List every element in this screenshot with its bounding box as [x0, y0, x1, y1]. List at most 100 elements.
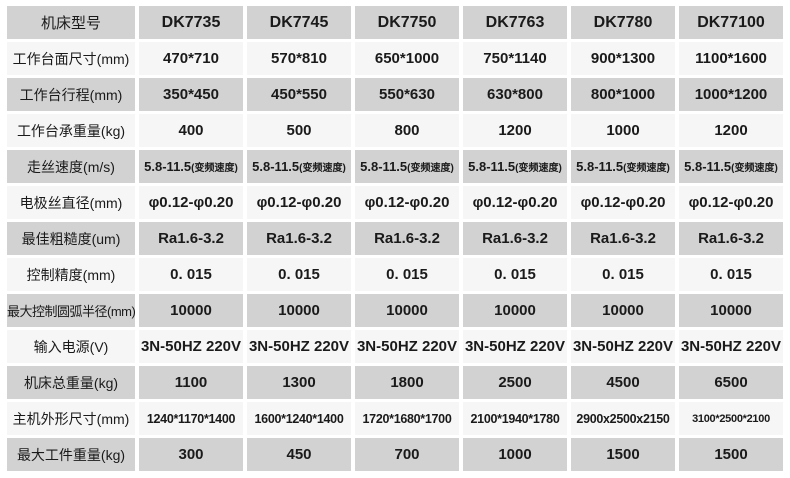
speed-value: 5.8-11.5: [576, 159, 624, 174]
spec-value: φ0.12-φ0.20: [247, 186, 351, 219]
spec-value: 1720*1680*1700: [355, 402, 459, 435]
speed-note: (变频速度): [731, 163, 778, 174]
spec-value: 350*450: [139, 78, 243, 111]
speed-value: 5.8-11.5: [468, 159, 516, 174]
speed-value: 5.8-11.5: [360, 159, 408, 174]
table-row-input-power: 输入电源(V) 3N-50HZ 220V 3N-50HZ 220V 3N-50H…: [7, 330, 783, 363]
spec-value: 800*1000: [571, 78, 675, 111]
spec-value: Ra1.6-3.2: [463, 222, 567, 255]
spec-value: 5.8-11.5(变频速度): [139, 150, 243, 183]
spec-value: 10000: [139, 294, 243, 327]
row-label: 输入电源(V): [7, 330, 135, 363]
spec-value: 700: [355, 438, 459, 471]
table-row-worktable-load: 工作台承重量(kg) 400 500 800 1200 1000 1200: [7, 114, 783, 147]
spec-value: 450: [247, 438, 351, 471]
table-row-machine-dimensions: 主机外形尺寸(mm) 1240*1170*1400 1600*1240*1400…: [7, 402, 783, 435]
speed-value: 5.8-11.5: [144, 159, 192, 174]
spec-value: 470*710: [139, 42, 243, 75]
spec-value: 0. 015: [139, 258, 243, 291]
spec-value: 4500: [571, 366, 675, 399]
spec-value: 1200: [679, 114, 783, 147]
model-label-cell: 机床型号: [7, 6, 135, 39]
spec-value: 0. 015: [571, 258, 675, 291]
spec-value: 570*810: [247, 42, 351, 75]
spec-value: 10000: [355, 294, 459, 327]
spec-value: φ0.12-φ0.20: [571, 186, 675, 219]
spec-value: 1240*1170*1400: [139, 402, 243, 435]
model-header: DK7750: [355, 6, 459, 39]
spec-value: 0. 015: [463, 258, 567, 291]
model-header: DK7780: [571, 6, 675, 39]
row-label: 最大控制圆弧半径(mm): [7, 294, 135, 327]
row-label: 主机外形尺寸(mm): [7, 402, 135, 435]
spec-value: 400: [139, 114, 243, 147]
table-row-max-arc-radius: 最大控制圆弧半径(mm) 10000 10000 10000 10000 100…: [7, 294, 783, 327]
spec-value: 3N-50HZ 220V: [679, 330, 783, 363]
row-label: 机床总重量(kg): [7, 366, 135, 399]
spec-value: 5.8-11.5(变频速度): [355, 150, 459, 183]
spec-value: 0. 015: [355, 258, 459, 291]
spec-value: 900*1300: [571, 42, 675, 75]
spec-value: 630*800: [463, 78, 567, 111]
table-row-wire-diameter: 电极丝直径(mm) φ0.12-φ0.20 φ0.12-φ0.20 φ0.12-…: [7, 186, 783, 219]
spec-value: 1000: [571, 114, 675, 147]
spec-value: 1500: [571, 438, 675, 471]
row-label: 工作台行程(mm): [7, 78, 135, 111]
row-label: 最大工件重量(kg): [7, 438, 135, 471]
speed-note: (变频速度): [299, 163, 346, 174]
spec-value: 5.8-11.5(变频速度): [571, 150, 675, 183]
spec-value: φ0.12-φ0.20: [139, 186, 243, 219]
spec-value: 6500: [679, 366, 783, 399]
spec-value: 3N-50HZ 220V: [571, 330, 675, 363]
spec-value: 5.8-11.5(变频速度): [679, 150, 783, 183]
model-header: DK7763: [463, 6, 567, 39]
table-row-machine-weight: 机床总重量(kg) 1100 1300 1800 2500 4500 6500: [7, 366, 783, 399]
table-row-max-workpiece-weight: 最大工件重量(kg) 300 450 700 1000 1500 1500: [7, 438, 783, 471]
row-label: 最佳粗糙度(um): [7, 222, 135, 255]
speed-note: (变频速度): [515, 163, 562, 174]
spec-value: 1100*1600: [679, 42, 783, 75]
model-header: DK7735: [139, 6, 243, 39]
spec-value: 1100: [139, 366, 243, 399]
spec-value: Ra1.6-3.2: [355, 222, 459, 255]
spec-value: 5.8-11.5(变频速度): [247, 150, 351, 183]
speed-note: (变频速度): [623, 163, 670, 174]
spec-value: 1000*1200: [679, 78, 783, 111]
spec-value: 1000: [463, 438, 567, 471]
spec-value: 3N-50HZ 220V: [463, 330, 567, 363]
spec-value: 1200: [463, 114, 567, 147]
spec-value: φ0.12-φ0.20: [463, 186, 567, 219]
speed-value: 5.8-11.5: [252, 159, 300, 174]
row-label: 走丝速度(m/s): [7, 150, 135, 183]
spec-value: 10000: [679, 294, 783, 327]
spec-value: 2500: [463, 366, 567, 399]
spec-value: 1500: [679, 438, 783, 471]
header-row: 机床型号 DK7735 DK7745 DK7750 DK7763 DK7780 …: [7, 6, 783, 39]
spec-value: Ra1.6-3.2: [247, 222, 351, 255]
spec-value: 5.8-11.5(变频速度): [463, 150, 567, 183]
model-header: DK7745: [247, 6, 351, 39]
speed-note: (变频速度): [407, 163, 454, 174]
spec-value: 1600*1240*1400: [247, 402, 351, 435]
spec-value: 650*1000: [355, 42, 459, 75]
table-row-roughness: 最佳粗糙度(um) Ra1.6-3.2 Ra1.6-3.2 Ra1.6-3.2 …: [7, 222, 783, 255]
spec-value: 10000: [463, 294, 567, 327]
speed-value: 5.8-11.5: [684, 159, 732, 174]
row-label: 工作台承重量(kg): [7, 114, 135, 147]
spec-value: 550*630: [355, 78, 459, 111]
spec-value: 450*550: [247, 78, 351, 111]
table-row-worktable-travel: 工作台行程(mm) 350*450 450*550 550*630 630*80…: [7, 78, 783, 111]
table-row-wire-speed: 走丝速度(m/s) 5.8-11.5(变频速度) 5.8-11.5(变频速度) …: [7, 150, 783, 183]
row-label: 工作台面尺寸(mm): [7, 42, 135, 75]
spec-value: 2100*1940*1780: [463, 402, 567, 435]
spec-value: φ0.12-φ0.20: [679, 186, 783, 219]
speed-note: (变频速度): [191, 163, 238, 174]
spec-value: 3N-50HZ 220V: [247, 330, 351, 363]
spec-value: φ0.12-φ0.20: [355, 186, 459, 219]
spec-value: 500: [247, 114, 351, 147]
spec-value: 0. 015: [247, 258, 351, 291]
spec-table: 机床型号 DK7735 DK7745 DK7750 DK7763 DK7780 …: [3, 3, 787, 474]
spec-value: 1800: [355, 366, 459, 399]
spec-value: 3N-50HZ 220V: [139, 330, 243, 363]
spec-value: 3100*2500*2100: [679, 402, 783, 435]
